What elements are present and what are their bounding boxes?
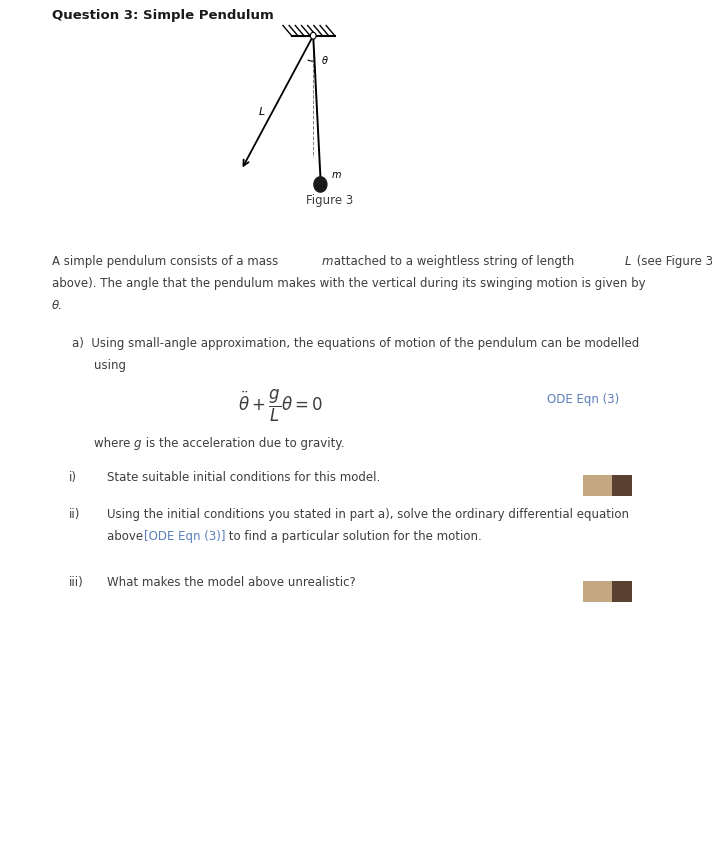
- Text: above: above: [107, 530, 146, 543]
- Bar: [612, 581, 632, 602]
- Bar: [612, 475, 632, 496]
- Text: is the acceleration due to gravity.: is the acceleration due to gravity.: [142, 437, 344, 450]
- Text: θ.: θ.: [52, 299, 63, 312]
- Text: Question 3: Simple Pendulum: Question 3: Simple Pendulum: [52, 8, 274, 21]
- Text: θ: θ: [322, 56, 328, 66]
- Text: A simple pendulum consists of a mass: A simple pendulum consists of a mass: [52, 255, 282, 268]
- Text: State suitable initial conditions for this model.: State suitable initial conditions for th…: [107, 471, 380, 484]
- Text: ODE Eqn (3): ODE Eqn (3): [547, 393, 619, 405]
- Text: What makes the model above unrealistic?: What makes the model above unrealistic?: [107, 576, 355, 589]
- Text: using: using: [94, 359, 125, 371]
- Bar: [583, 581, 612, 602]
- Text: [ODE Eqn (3)]: [ODE Eqn (3)]: [144, 530, 225, 543]
- Text: L: L: [259, 107, 266, 117]
- Text: a)  Using small-angle approximation, the equations of motion of the pendulum can: a) Using small-angle approximation, the …: [72, 337, 639, 349]
- Bar: [583, 475, 612, 496]
- Text: above). The angle that the pendulum makes with the vertical during its swinging : above). The angle that the pendulum make…: [52, 277, 645, 290]
- Text: $\ddot{\theta}+\dfrac{g}{L}\theta = 0$: $\ddot{\theta}+\dfrac{g}{L}\theta = 0$: [238, 388, 323, 424]
- Text: ii): ii): [68, 508, 80, 521]
- Text: g: g: [133, 437, 140, 450]
- Text: m: m: [321, 255, 333, 268]
- Circle shape: [314, 177, 327, 192]
- Text: L: L: [625, 255, 631, 268]
- Text: i): i): [68, 471, 76, 484]
- Text: where: where: [94, 437, 134, 450]
- Text: Using the initial conditions you stated in part a), solve the ordinary different: Using the initial conditions you stated …: [107, 508, 629, 521]
- Text: Figure 3: Figure 3: [306, 194, 354, 207]
- Text: iii): iii): [68, 576, 83, 589]
- Circle shape: [310, 32, 316, 39]
- Text: m: m: [331, 170, 341, 180]
- Text: attached to a weightless string of length: attached to a weightless string of lengt…: [330, 255, 577, 268]
- Text: (see Figure 3: (see Figure 3: [633, 255, 713, 268]
- Text: to find a particular solution for the motion.: to find a particular solution for the mo…: [225, 530, 482, 543]
